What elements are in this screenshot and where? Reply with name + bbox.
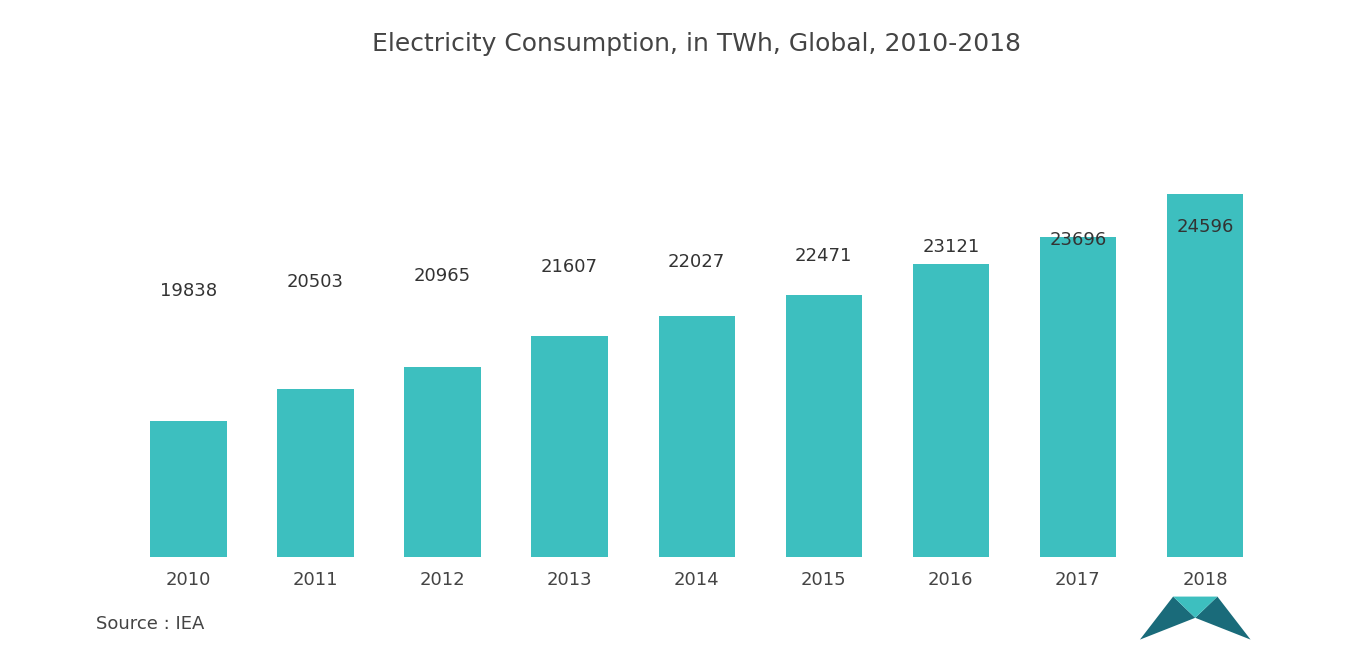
Text: 19838: 19838 [160,282,217,300]
Text: 23121: 23121 [922,238,979,256]
Text: 22471: 22471 [795,247,852,265]
Text: 21607: 21607 [541,259,598,276]
Bar [912,264,989,655]
Bar [150,421,227,655]
Text: 23696: 23696 [1049,231,1106,248]
Text: 20965: 20965 [414,267,471,285]
Text: 20503: 20503 [287,273,344,291]
Polygon shape [1139,597,1195,639]
Title: Electricity Consumption, in TWh, Global, 2010-2018: Electricity Consumption, in TWh, Global,… [372,32,1022,56]
Bar [785,295,862,655]
Bar [1167,193,1243,655]
Text: Source : IEA: Source : IEA [96,615,204,633]
Polygon shape [1173,597,1217,618]
Polygon shape [1195,597,1251,639]
Bar [1040,236,1116,655]
Bar [404,367,481,655]
Bar [277,389,354,655]
Text: 22027: 22027 [668,253,725,271]
Text: 24596: 24596 [1176,219,1233,236]
Bar [658,316,735,655]
Bar [531,337,608,655]
